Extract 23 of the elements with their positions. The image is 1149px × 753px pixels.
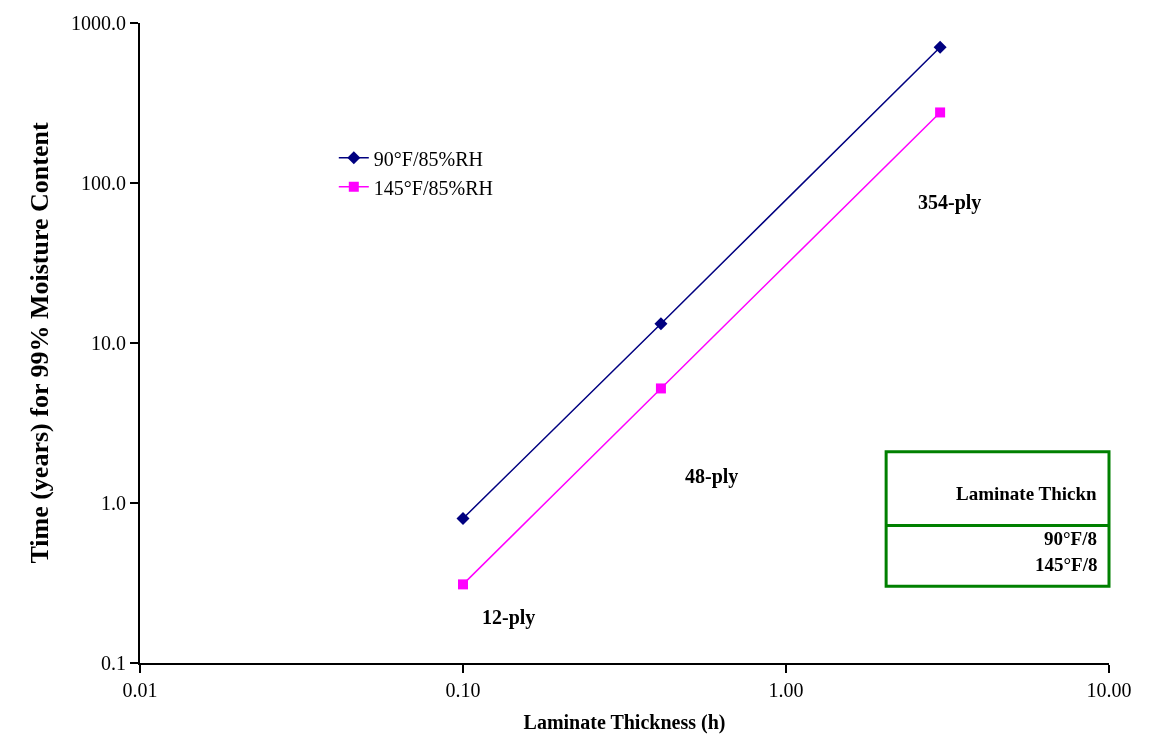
x-axis-title: Laminate Thickness (h) xyxy=(523,711,726,734)
y-axis-title: Time (years) for 99% Moisture Content xyxy=(24,122,54,564)
point xyxy=(458,579,468,590)
annotation: 354-ply xyxy=(918,191,982,214)
annotation: 145°F/8 xyxy=(1035,554,1098,575)
x-tick-label: 10.00 xyxy=(1086,679,1132,701)
y-tick-label: 10.0 xyxy=(91,332,126,354)
annotation: 90°F/8 xyxy=(1044,528,1097,549)
x-tick-label: 0.10 xyxy=(445,679,481,701)
point xyxy=(935,107,946,118)
annotation: 48-ply xyxy=(685,465,739,488)
y-tick-label: 1.0 xyxy=(101,492,126,514)
annotation: 12-ply xyxy=(482,606,536,629)
point xyxy=(456,512,470,526)
x-tick-label: 0.01 xyxy=(122,679,158,701)
legend-label: 145°F/85%RH xyxy=(373,176,493,199)
point xyxy=(933,40,947,54)
y-tick-label: 100.0 xyxy=(81,172,126,194)
y-tick-label: 1000.0 xyxy=(71,12,126,34)
x-tick-label: 1.00 xyxy=(768,679,804,701)
annotation: Laminate Thickn xyxy=(956,483,1098,504)
legend-label: 90°F/85%RH xyxy=(373,147,483,170)
y-tick-label: 0.1 xyxy=(101,652,126,674)
